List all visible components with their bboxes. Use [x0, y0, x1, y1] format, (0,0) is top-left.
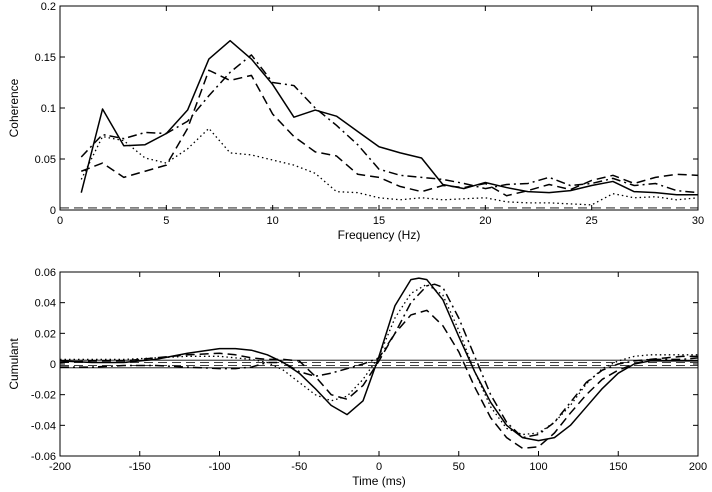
coherence-y-axis-label: Coherence [7, 78, 21, 137]
cumulant-y-tick-label: 0.04 [35, 298, 56, 310]
cumulant-series-dashed-line [60, 309, 698, 450]
coherence-x-tick-label: 30 [692, 215, 704, 227]
cumulant-panel: -200 -150 -100 -50 0 50 100 150 200 -0.06 -0.04 -0.… [7, 267, 707, 488]
coherence-x-tick-label: 10 [267, 215, 279, 227]
cumulant-y-axis-label: Cumulant [7, 338, 21, 390]
cumulant-y-tick-label: -0.06 [31, 451, 56, 463]
cumulant-x-tick-label: 200 [689, 461, 707, 473]
coherence-y-tick-label: 0.05 [35, 154, 56, 166]
cumulant-x-tick-label: -50 [291, 461, 307, 473]
coherence-series-dashed-line [81, 69, 698, 197]
coherence-x-tick-label: 0 [57, 215, 63, 227]
coherence-series-solid-line [80, 39, 698, 196]
cumulant-x-tick-label: 100 [529, 461, 547, 473]
cumulant-x-tick-label: 0 [376, 461, 382, 473]
coherence-x-tick-label: 5 [163, 215, 169, 227]
cumulant-series-dashdot-line [60, 283, 698, 439]
cumulant-x-tick-label: -150 [129, 461, 151, 473]
coherence-series-dotted-line [80, 127, 698, 206]
cumulant-y-tick-label: 0 [50, 359, 56, 371]
coherence-y-tick-label: 0 [50, 205, 56, 217]
coherence-x-tick-label: 15 [373, 215, 385, 227]
cumulant-y-tick-label: 0.02 [35, 328, 56, 340]
coherence-x-axis-label: Frequency (Hz) [338, 228, 421, 242]
cumulant-x-tick-label: 150 [609, 461, 627, 473]
cumulant-x-tick-label: 50 [453, 461, 465, 473]
coherence-series-dashdot-line [80, 54, 698, 194]
cumulant-axes-box [59, 271, 699, 457]
cumulant-y-tick-label: 0.06 [35, 267, 56, 279]
coherence-y-tick-label: 0.15 [35, 52, 56, 64]
coherence-y-tick-label: 0.1 [41, 103, 56, 115]
cumulant-series-solid-line [60, 277, 698, 442]
cumulant-y-tick-label: -0.02 [31, 390, 56, 402]
coherence-y-tick-label: 0.2 [41, 1, 56, 13]
coherence-x-tick-label: 20 [479, 215, 491, 227]
coherence-panel: 0 5 10 15 20 25 30 0 0.05 0.1 0.15 0.2 Frequency (Hz… [7, 1, 704, 242]
coherence-axes-box [59, 5, 699, 211]
cumulant-x-tick-label: -200 [49, 461, 71, 473]
coherence-x-tick-label: 25 [586, 215, 598, 227]
cumulant-x-axis-label: Time (ms) [352, 474, 406, 488]
cumulant-x-tick-label: -100 [208, 461, 230, 473]
cumulant-y-tick-label: -0.04 [31, 420, 56, 432]
